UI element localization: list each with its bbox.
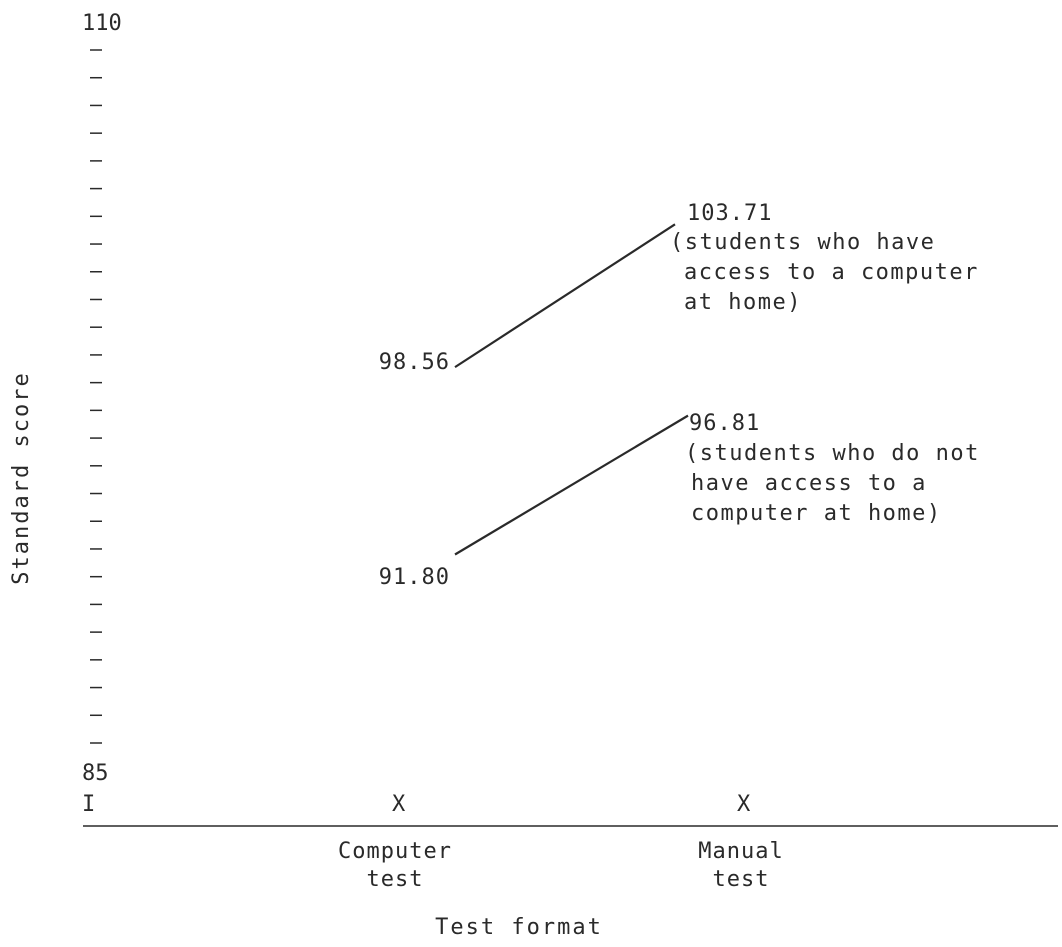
y-tick-label-top: 110 [82, 11, 122, 36]
category-label-manual-line2: test [713, 867, 770, 892]
y-axis-ticks [90, 49, 102, 744]
x-axis-origin-marker: I [82, 792, 95, 817]
y-tick-label-bottom: 85 [82, 761, 109, 786]
x-axis-marker-manual: X [737, 792, 751, 817]
series-no-home-access-annotation-line2: have access to a [691, 471, 927, 496]
series-no-home-access-label-computer: 91.80 [379, 565, 450, 590]
y-axis-title: Standard score [9, 371, 34, 584]
series-no-home-access-line [454, 414, 689, 556]
category-label-manual-line1: Manual [698, 839, 783, 864]
series-home-access-annotation-line1: (students who have [670, 230, 935, 255]
series-no-home-access-label-manual: 96.81 [689, 411, 760, 436]
series-home-access-label-computer: 98.56 [379, 350, 450, 375]
series-home-access-label-manual: 103.71 [687, 201, 772, 226]
series-home-access-line [454, 223, 676, 369]
x-axis-marker-computer: X [392, 792, 406, 817]
series-no-home-access-annotation-line1: (students who do not [685, 441, 980, 466]
category-label-computer-line1: Computer [338, 839, 452, 864]
category-label-computer-line2: test [367, 867, 424, 892]
x-axis-title: Test format [435, 915, 603, 940]
series-no-home-access-annotation-line3: computer at home) [691, 501, 942, 526]
series-home-access-annotation-line2: access to a computer [684, 260, 979, 285]
series-home-access-annotation-line3: at home) [684, 290, 802, 315]
